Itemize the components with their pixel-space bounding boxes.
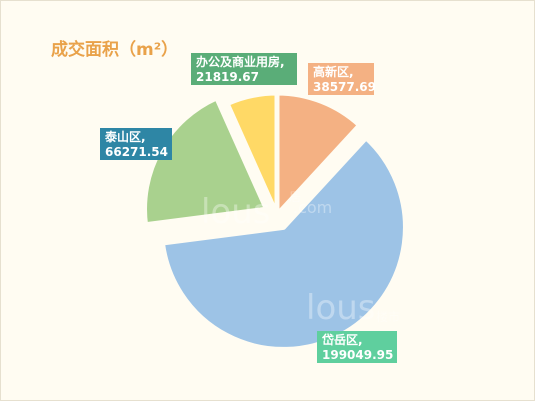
pie-slices	[142, 90, 408, 352]
data-label-1: 高新区,38577.69	[308, 63, 376, 95]
data-label-value: 66271.54	[105, 145, 168, 159]
data-label-3: 泰山区,66271.54	[100, 128, 172, 160]
pie-slice-4	[224, 90, 280, 218]
data-label-name: 办公及商业用房,	[196, 54, 285, 69]
watermark-text-2: 居	[289, 190, 301, 204]
watermark-text-4: lous	[306, 288, 376, 328]
watermark: lous 居 .com lous 楼市	[201, 190, 400, 328]
data-label-value: 199049.95	[322, 348, 393, 362]
watermark-text-3: .com	[293, 198, 332, 217]
data-labels: 高新区,38577.69 岱岳区,199049.95 泰山区,66271.54 办公及…	[100, 53, 397, 363]
data-label-value: 21819.67	[196, 70, 259, 84]
data-label-name: 岱岳区,	[321, 332, 363, 347]
data-label-name: 泰山区,	[104, 129, 146, 144]
watermark-text-1: lous	[201, 192, 271, 232]
data-label-value: 38577.69	[313, 80, 376, 94]
data-label-box	[317, 331, 397, 363]
data-label-name: 高新区,	[313, 64, 354, 79]
data-label-box	[191, 53, 297, 85]
data-label-4: 办公及商业用房,21819.67	[191, 53, 297, 85]
data-label-box	[100, 128, 172, 160]
watermark-text-5: 楼市	[376, 309, 400, 324]
pie-slice-1	[274, 90, 363, 218]
data-label-box	[308, 63, 374, 95]
data-label-2: 岱岳区,199049.95	[317, 331, 397, 363]
chart-title: 成交面积（m²）	[51, 40, 179, 60]
